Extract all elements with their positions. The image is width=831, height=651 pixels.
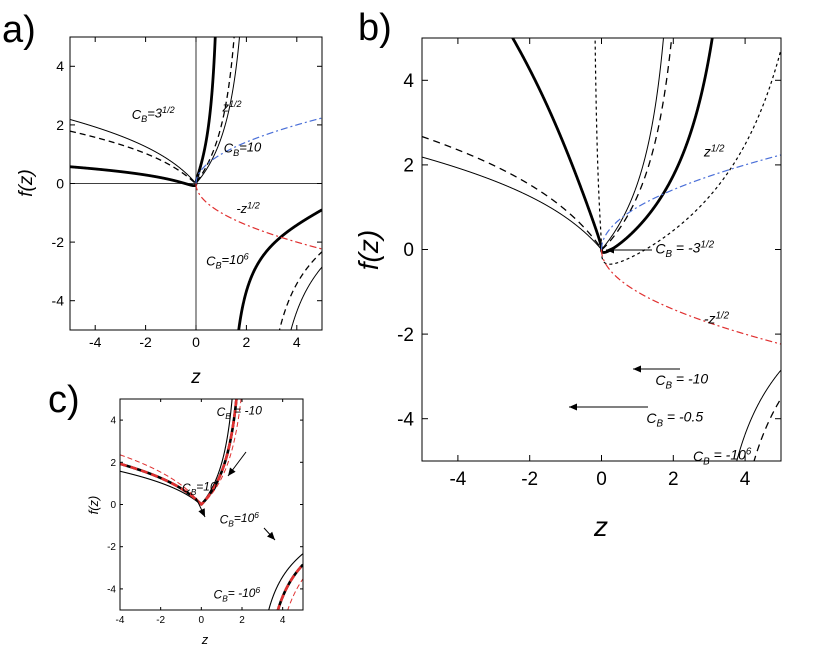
- panel-a-letter: a): [2, 9, 36, 51]
- panel-c-annotation-3: CB= -106: [214, 585, 261, 603]
- panel-a-annotation-2: CB=10: [224, 139, 262, 158]
- panel-c-xtick-label: 2: [239, 615, 245, 626]
- panel-a-annotation-1: z1/2: [221, 99, 241, 115]
- panel-c-ytick-label: 4: [110, 416, 116, 427]
- panel-c-arrow-cb-neg10-head: [228, 467, 236, 476]
- panel-a-series-2: [70, 37, 322, 330]
- panel-b-annotation-1: CB = -31/2: [655, 239, 714, 260]
- panel-b-annotation-3: CB = -10: [655, 370, 708, 391]
- panel-a-series-4: [195, 183, 322, 250]
- panel-c-ytick-label: -4: [107, 584, 116, 595]
- panel-b-arrow-cb-neg10-head: [633, 365, 641, 373]
- panel-a-ytick-label: -2: [52, 234, 65, 250]
- panel-b-annotation-2: -z1/2: [704, 311, 730, 327]
- panel-a-series-0: [70, 37, 322, 330]
- panel-c-annotation-1: CB=10: [182, 480, 217, 497]
- panel-b-xtick-label: 2: [668, 469, 679, 490]
- panel-c-arrow-cb-1e6-head: [267, 531, 275, 540]
- panel-a-ytick-label: -4: [52, 293, 65, 309]
- panel-c-annotation-2: CB=106: [220, 510, 260, 528]
- panel-c-ylabel: f(z): [86, 496, 101, 515]
- panel-a-xtick-label: -2: [139, 334, 152, 350]
- panel-c-ytick-label: 0: [110, 500, 116, 511]
- panel-b-annotations: z1/2 CB = -31/2 -z1/2 CB = -10 CB = -0.5 CB =…: [569, 143, 752, 467]
- panel-b-annotation-0: z1/2: [703, 143, 725, 159]
- panel-b-series-4: [600, 154, 781, 250]
- panel-b-ytick-label: 2: [403, 156, 414, 177]
- panel-b-curves: [422, 38, 781, 461]
- panel-a-curves: [70, 37, 322, 330]
- panel-c-xtick-label: 4: [280, 615, 286, 626]
- panel-a-ticks: -4 -2 0 2 4 -4 -2 0 2 4: [52, 37, 322, 350]
- panel-b-series-3: [422, 38, 781, 461]
- panel-a-xtick-label: 2: [243, 334, 251, 350]
- panel-b-xlabel: z: [593, 511, 608, 542]
- panel-b-series-1: [422, 38, 781, 461]
- panel-c-arrow-cb-10-head: [198, 508, 205, 517]
- panel-b-ytick-label: 4: [403, 71, 414, 92]
- panel-b-ytick-label: -4: [397, 409, 414, 430]
- panel-c-xtick-label: -2: [156, 615, 165, 626]
- panel-a-series-1: [70, 37, 322, 330]
- panel-b-letter: b): [358, 7, 392, 49]
- panel-a-ylabel: f(z): [16, 169, 37, 196]
- panel-a-annotation-4: CB=106: [206, 252, 250, 271]
- panel-b-xtick-label: 4: [740, 469, 751, 490]
- panel-c-xtick-label: 0: [199, 615, 205, 626]
- panel-b-xtick-label: -4: [449, 469, 466, 490]
- panel-b-series-5: [600, 249, 781, 345]
- panel-c-xtick-label: -4: [116, 615, 125, 626]
- panel-a-xtick-label: 0: [192, 334, 200, 350]
- panel-a-ytick-label: 2: [56, 117, 64, 133]
- panel-a-xtick-label: 4: [293, 334, 301, 350]
- panel-a-ytick-label: 4: [56, 58, 64, 74]
- panel-b-arrow-cb-neg05-head: [569, 403, 577, 411]
- panel-a-series-3: [195, 117, 322, 184]
- panel-b-annotation-4: CB = -0.5: [646, 408, 703, 429]
- panel-b-arrow-cb-neg-sqrt3-head: [606, 246, 614, 254]
- panel-c-xlabel: z: [201, 632, 209, 647]
- panel-b: b) -4 -2 0 2 4 -4 -2 0 2 4 z1/2 CB = -31/2 -z1/2 CB …: [353, 7, 782, 542]
- panel-a-xlabel: z: [190, 367, 201, 388]
- panel-b-series-2: [594, 38, 781, 265]
- panel-c-letter: c): [48, 379, 80, 421]
- panel-a-xtick-label: -4: [89, 334, 102, 350]
- panel-b-ylabel: f(z): [353, 230, 384, 270]
- panel-c-curves: [120, 399, 303, 610]
- panel-c-ytick-label: 2: [110, 458, 116, 469]
- panel-b-xtick-label: 0: [596, 469, 607, 490]
- panel-c-annotation-0: CB = -10: [217, 404, 263, 421]
- panel-c-series-2: [120, 399, 303, 610]
- panel-b-annotation-5: CB = -106: [693, 447, 752, 468]
- panel-c-ticks: -4 -2 0 2 4 -4 -2 0 2 4: [107, 399, 303, 626]
- panel-b-ytick-label: -2: [397, 325, 414, 346]
- panel-b-xtick-label: -2: [521, 469, 538, 490]
- panel-a-annotation-0: CB=31/2: [132, 105, 175, 124]
- panel-a-annotations: CB=31/2 z1/2 CB=10 -z1/2 CB=106: [132, 99, 262, 271]
- panel-c-series-3: [120, 399, 303, 610]
- panel-c-ytick-label: -2: [107, 542, 116, 553]
- panel-b-ytick-label: 0: [403, 240, 414, 261]
- panel-b-ticks: -4 -2 0 2 4 -4 -2 0 2 4: [397, 38, 781, 490]
- panel-a-ytick-label: 0: [56, 175, 64, 191]
- panel-b-series-0: [511, 38, 714, 254]
- panel-a-annotation-3: -z1/2: [236, 200, 260, 216]
- panel-c-frame: [119, 398, 304, 611]
- panel-c-series-0: [120, 399, 303, 610]
